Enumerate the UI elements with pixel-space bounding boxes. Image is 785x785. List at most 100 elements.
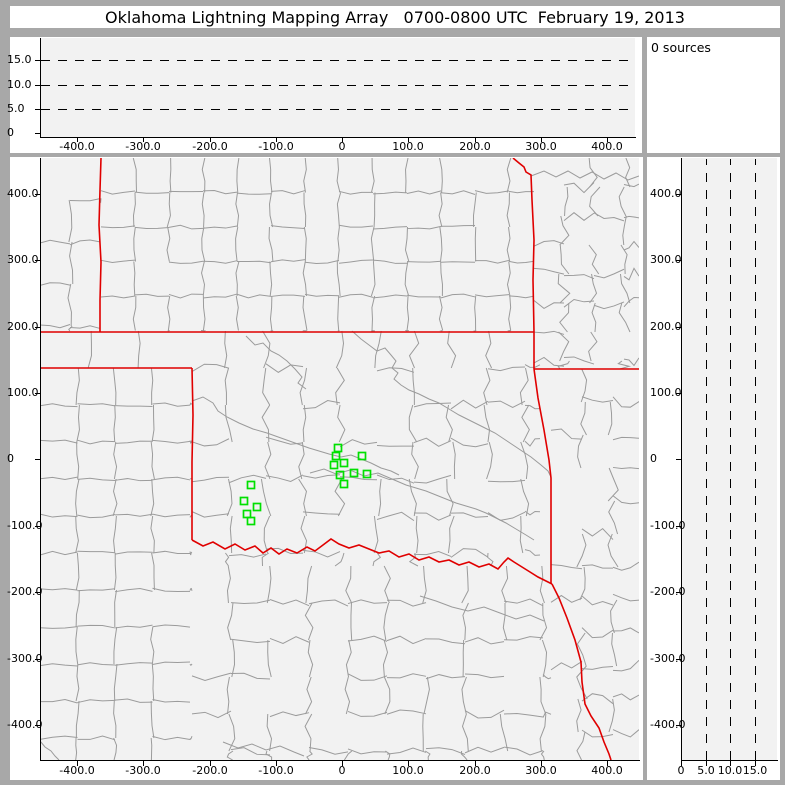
county-line	[152, 624, 191, 628]
county-line	[619, 273, 631, 304]
county-line	[462, 602, 469, 641]
county-line	[167, 295, 171, 331]
county-line	[201, 192, 205, 228]
county-line	[337, 330, 341, 332]
tick-mark	[35, 109, 40, 110]
county-line	[270, 190, 306, 195]
county-line	[134, 226, 170, 229]
county-line	[483, 404, 491, 443]
county-line	[347, 710, 388, 717]
county-line	[405, 158, 409, 193]
county-line	[226, 565, 231, 604]
county-line	[134, 191, 170, 194]
county-line	[474, 190, 510, 194]
county-line	[77, 550, 116, 554]
county-line	[270, 330, 274, 332]
altitude-reference-line	[730, 159, 731, 760]
county-line	[40, 239, 71, 245]
county-line	[114, 440, 153, 444]
county-line	[133, 261, 136, 297]
tick-mark	[35, 526, 40, 527]
y-tick-label: 200.0	[7, 320, 39, 333]
county-line	[588, 331, 598, 362]
county-line	[499, 713, 509, 752]
county-line	[507, 330, 512, 332]
county-line	[114, 587, 153, 593]
county-line	[150, 367, 154, 406]
county-line	[464, 673, 505, 679]
county-line	[150, 478, 155, 517]
y-tick-label: -100.0	[7, 519, 43, 532]
county-line	[539, 565, 545, 604]
county-line	[539, 713, 547, 752]
y-tick-label: 0	[7, 126, 14, 139]
river-line	[351, 330, 552, 478]
county-line	[541, 639, 548, 678]
county-line	[270, 225, 306, 229]
county-line	[383, 602, 390, 641]
county-line	[508, 260, 535, 264]
county-line	[450, 512, 489, 518]
county-line	[100, 259, 136, 263]
county-line	[113, 404, 116, 443]
tick-mark	[35, 60, 40, 61]
county-line	[580, 401, 587, 436]
county-line	[625, 158, 631, 188]
tick-mark	[35, 133, 40, 134]
county-line	[75, 552, 80, 591]
county-line	[405, 330, 409, 332]
county-line	[77, 699, 116, 704]
county-line	[581, 666, 614, 670]
county-line	[75, 589, 80, 628]
county-line	[502, 602, 508, 641]
county-line	[612, 436, 639, 441]
county-line	[612, 593, 639, 602]
county-line	[623, 183, 639, 188]
x-tick-label: 5.0	[697, 764, 715, 777]
x-tick-label: -200.0	[192, 140, 228, 153]
county-line	[228, 474, 267, 484]
county-line	[450, 548, 489, 558]
county-line	[408, 404, 418, 443]
county-line	[612, 561, 639, 571]
county-line	[224, 367, 230, 406]
county-line	[506, 261, 511, 297]
map-y-axis	[40, 158, 41, 761]
county-line	[75, 663, 80, 702]
county-line	[168, 293, 204, 299]
county-line	[40, 588, 78, 591]
river-line	[245, 335, 307, 390]
county-line	[412, 367, 415, 406]
county-line	[113, 663, 118, 702]
altitude-ew-y-axis	[40, 38, 41, 138]
county-line	[623, 267, 639, 281]
county-line	[152, 513, 191, 518]
tick-mark	[408, 137, 409, 142]
tick-mark	[755, 760, 756, 766]
county-line	[576, 731, 586, 760]
county-line	[152, 550, 191, 554]
county-line	[235, 261, 240, 297]
county-line	[372, 552, 382, 567]
county-line	[440, 190, 476, 195]
county-line	[563, 212, 595, 222]
county-line	[503, 746, 544, 756]
x-tick-label: -200.0	[192, 764, 228, 777]
county-line	[77, 588, 116, 592]
county-line	[608, 500, 619, 535]
county-line	[440, 225, 476, 227]
county-line	[302, 295, 308, 331]
county-line	[425, 747, 466, 755]
county-line	[152, 476, 191, 481]
county-line	[347, 635, 388, 642]
county-line	[75, 367, 80, 406]
county-line	[386, 673, 427, 679]
county-line	[344, 676, 351, 715]
county-line	[228, 553, 267, 558]
county-line	[304, 713, 313, 752]
county-line	[445, 404, 453, 443]
y-tick-label: 100.0	[650, 386, 682, 399]
county-line	[524, 549, 541, 556]
y-tick-label: 400.0	[650, 187, 682, 200]
